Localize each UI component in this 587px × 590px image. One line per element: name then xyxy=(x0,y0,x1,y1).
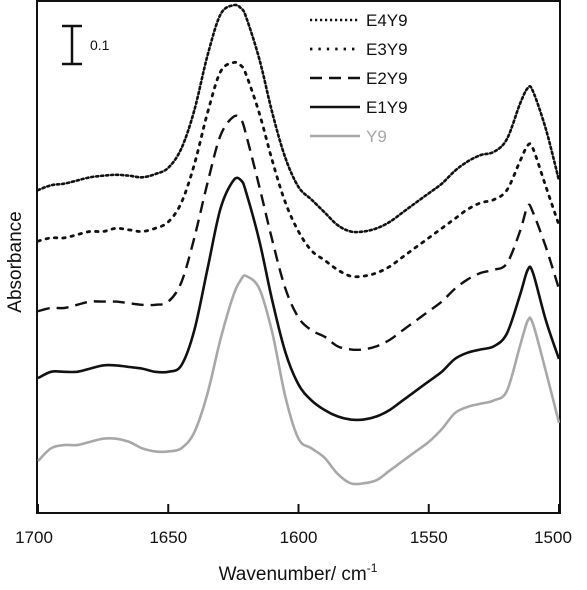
legend-label-e2y9: E2Y9 xyxy=(366,69,408,88)
series-line-e2y9 xyxy=(37,114,561,352)
legend-label-e1y9: E1Y9 xyxy=(366,98,408,117)
legend-label-y9: Y9 xyxy=(366,127,387,146)
series-layer xyxy=(36,3,561,486)
series-line-e3y9 xyxy=(36,60,561,279)
x-tick-label-1700: 1700 xyxy=(15,528,53,547)
legend: E4Y9 E3Y9 E2Y9 E1Y9 Y9 xyxy=(310,11,408,146)
x-tick-label-1600: 1600 xyxy=(280,528,318,547)
x-axis-ticks: 1700 1650 1600 1550 1500 xyxy=(15,504,572,547)
legend-label-e3y9: E3Y9 xyxy=(366,40,408,59)
y-axis-title: Absorbance xyxy=(5,211,26,312)
series-line-e1y9 xyxy=(37,176,561,422)
series-line-e4y9 xyxy=(36,3,561,234)
plot-frame xyxy=(36,0,561,514)
x-axis-title: Wavenumber/ cm-1 xyxy=(219,561,378,585)
scale-bar: 0.1 xyxy=(62,24,110,66)
x-axis-title-text: Wavenumber/ cm xyxy=(219,564,367,585)
series-line-y9 xyxy=(37,274,561,486)
legend-label-e4y9: E4Y9 xyxy=(366,11,408,30)
x-tick-label-1550: 1550 xyxy=(410,528,448,547)
x-tick-label-1500: 1500 xyxy=(534,528,572,547)
x-tick-label-1650: 1650 xyxy=(149,528,187,547)
x-axis-title-exponent: -1 xyxy=(367,561,378,575)
scale-bar-label: 0.1 xyxy=(90,37,110,53)
